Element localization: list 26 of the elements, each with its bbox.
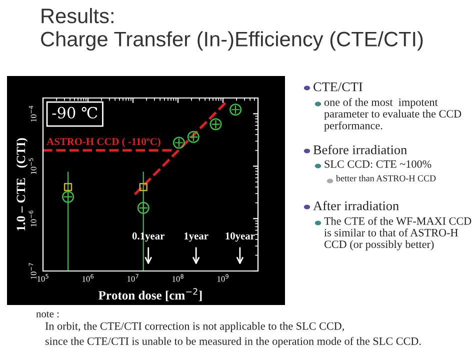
series-label: ASTRO-H CCD ( -110ºC) [46,138,160,148]
x-tick-label: 10$^{9}$ [218,274,228,282]
annotation: -90 ℃ [52,106,98,118]
text: The CTE of the WF-MAXI CCD is similar to that of ASTRO-H CCD (or possibly better) [324,216,472,250]
x-tick-label: 10$^{5}$ [38,274,48,282]
text: CTE/CTI [314,82,362,92]
x-tick-label: 10$^{6}$ [82,274,94,282]
text: better than ASTRO-H CCD [336,175,436,182]
x-axis-title: Proton dose [cm$^{−2}$] [98,288,202,302]
text: Before irradiation [313,144,407,154]
annotation: 10year [226,232,255,242]
text: since the CTE/CTI is unable to be measured in the operation mode of the SLC CCD. [45,337,421,348]
text: SLC CCD: CTE ~100% [324,160,432,168]
chart-title: Results: Charge Transfer (In-)Efficiency (CTE/CTI) [41,8,423,51]
x-tick-label: 10$^{7}$ [128,274,138,282]
text: After irradiation [313,200,399,210]
y-tick-label: 10$^{−5}$ [28,158,36,174]
y-axis-title: 1.0 – CTE (CTI) [16,138,28,230]
y-tick-label: 10$^{−4}$ [28,106,36,122]
text: In orbit, the CTE/CTI correction is not applicable to the SLC CCD, [45,322,344,332]
x-tick-label: 10$^{8}$ [172,274,184,282]
y-tick-label: 10$^{−7}$ [28,263,36,279]
y-tick-label: 10$^{−6}$ [28,210,36,226]
text: note : [36,311,59,318]
annotation: 1year [184,232,208,242]
text: one of the most impotent parameter to evaluate the CCD performance. [324,98,462,132]
